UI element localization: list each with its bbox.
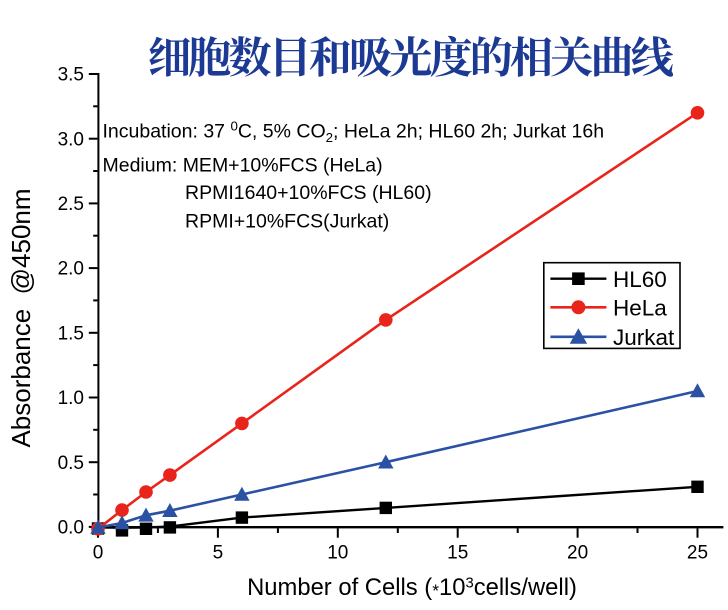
svg-text:HeLa: HeLa — [613, 296, 667, 321]
svg-text:0.0: 0.0 — [58, 518, 84, 539]
svg-text:0: 0 — [93, 542, 104, 563]
svg-text:15: 15 — [447, 542, 468, 563]
svg-text:3.5: 3.5 — [58, 65, 84, 86]
svg-text:RPMI+10%FCS(Jurkat): RPMI+10%FCS(Jurkat) — [185, 211, 389, 233]
svg-text:Medium: MEM+10%FCS (HeLa): Medium: MEM+10%FCS (HeLa) — [103, 155, 383, 177]
svg-text:10: 10 — [327, 542, 348, 563]
svg-text:5: 5 — [213, 542, 224, 563]
svg-text:3.0: 3.0 — [58, 129, 84, 150]
svg-text:1.5: 1.5 — [58, 323, 84, 344]
svg-text:Incubation: 37 0C, 5% CO2; HeL: Incubation: 37 0C, 5% CO2; HeLa 2h; HL60… — [103, 119, 605, 146]
svg-text:20: 20 — [567, 542, 588, 563]
svg-text:Jurkat: Jurkat — [613, 325, 675, 350]
svg-text:25: 25 — [687, 542, 708, 563]
svg-text:Absorbance @450nm: Absorbance @450nm — [6, 188, 36, 447]
svg-text:2.5: 2.5 — [58, 194, 84, 215]
svg-text:2.0: 2.0 — [58, 259, 84, 280]
svg-text:0.5: 0.5 — [58, 453, 84, 474]
svg-text:RPMI1640+10%FCS (HL60): RPMI1640+10%FCS (HL60) — [185, 182, 432, 204]
svg-text:1.0: 1.0 — [58, 388, 84, 409]
svg-text:HL60: HL60 — [613, 267, 667, 292]
svg-text:Number of Cells (*103cells/wel: Number of Cells (*103cells/well) — [247, 574, 577, 601]
